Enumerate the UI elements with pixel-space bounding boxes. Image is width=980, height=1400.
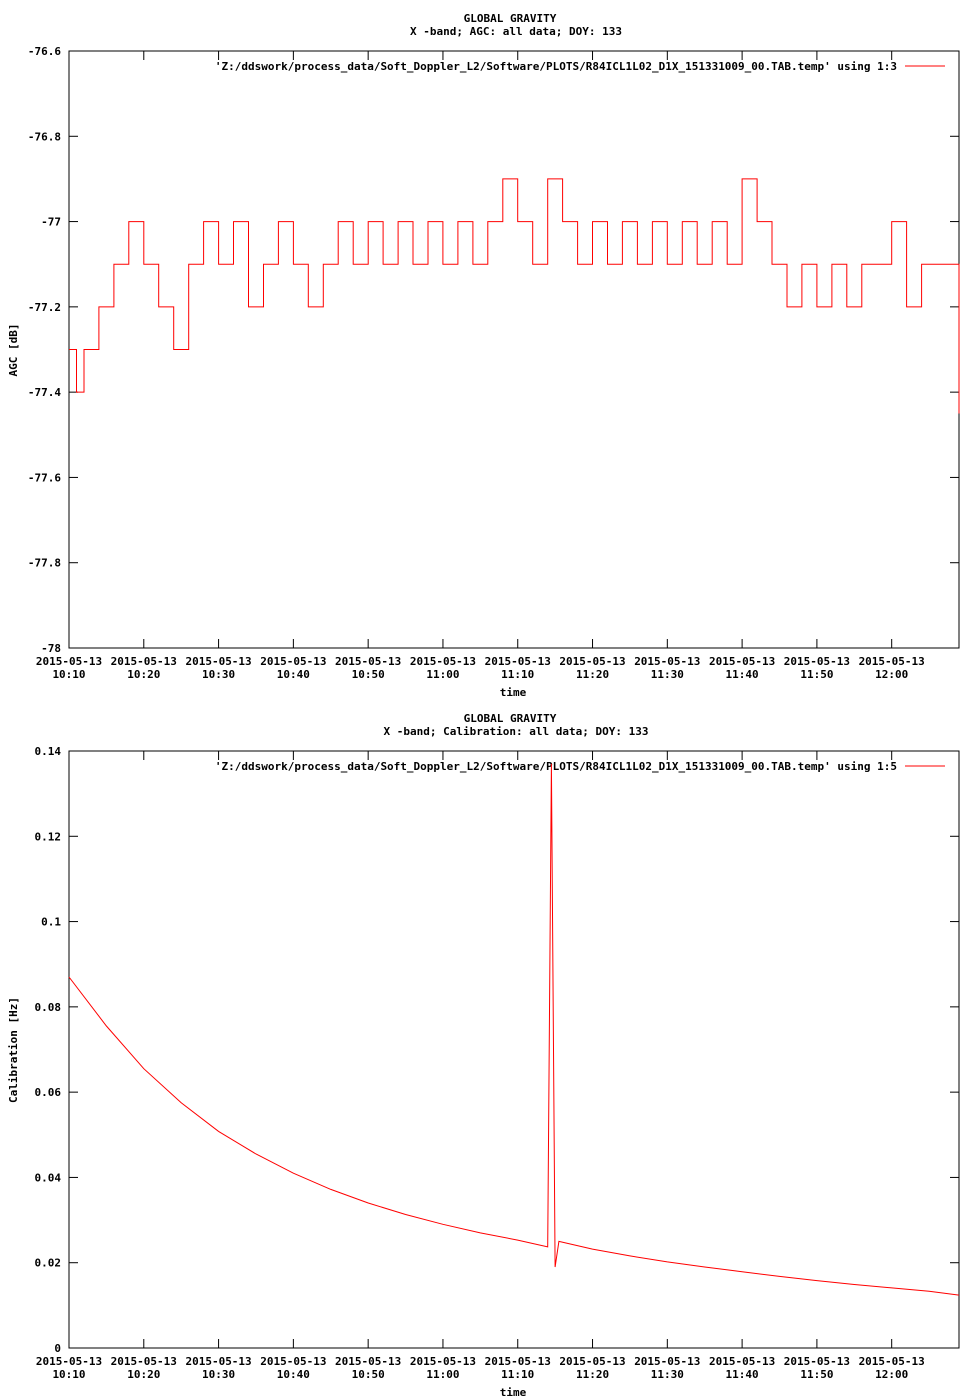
x-tick-label-date: 2015-05-13	[784, 655, 850, 668]
y-tick-label: 0.06	[35, 1086, 62, 1099]
x-tick-label-date: 2015-05-13	[784, 1355, 850, 1368]
x-tick-label-date: 2015-05-13	[485, 1355, 551, 1368]
x-tick-label-date: 2015-05-13	[410, 1355, 476, 1368]
y-tick-label: -77.8	[28, 557, 61, 570]
x-tick-label-date: 2015-05-13	[410, 655, 476, 668]
y-tick-label: -77.4	[28, 386, 61, 399]
x-tick-label-time: 10:40	[277, 668, 310, 681]
agc-chart: GLOBAL GRAVITY X -band; AGC: all data; D…	[7, 12, 960, 699]
chart-title: GLOBAL GRAVITY	[464, 12, 557, 25]
x-tick-label-time: 11:50	[800, 1368, 833, 1381]
x-tick-label-date: 2015-05-13	[335, 1355, 401, 1368]
x-tick-label-date: 2015-05-13	[859, 655, 925, 668]
x-tick-label-date: 2015-05-13	[859, 1355, 925, 1368]
x-tick-label-time: 10:10	[52, 668, 85, 681]
y-tick-label: 0.1	[41, 916, 61, 929]
chart-subtitle: X -band; AGC: all data; DOY: 133	[410, 25, 622, 38]
x-tick-label-time: 11:40	[726, 668, 759, 681]
y-tick-label: -76.8	[28, 130, 61, 143]
chart-title: GLOBAL GRAVITY	[464, 712, 557, 725]
x-axis-label: time	[500, 1386, 527, 1399]
x-tick-label-date: 2015-05-13	[260, 1355, 326, 1368]
x-tick-label-time: 11:20	[576, 668, 609, 681]
x-tick-label-date: 2015-05-13	[111, 655, 177, 668]
x-tick-label-date: 2015-05-13	[634, 655, 700, 668]
x-tick-label-time: 12:00	[875, 668, 908, 681]
y-tick-label: 0.08	[35, 1001, 62, 1014]
y-axis-ticks: -76.6 -76.8 -77 -77.2 -77.4 -77.6 -77.8 -78	[28, 45, 959, 655]
x-tick-label-time: 10:50	[352, 668, 385, 681]
x-tick-label-time: 11:40	[726, 1368, 759, 1381]
x-tick-label-time: 10:20	[127, 668, 160, 681]
y-tick-label: 0	[54, 1342, 61, 1355]
x-tick-label-time: 11:50	[800, 668, 833, 681]
x-tick-label-time: 12:00	[875, 1368, 908, 1381]
x-tick-label-date: 2015-05-13	[485, 655, 551, 668]
x-tick-label-date: 2015-05-13	[185, 655, 251, 668]
y-tick-label: -76.6	[28, 45, 61, 58]
x-tick-label-date: 2015-05-13	[260, 655, 326, 668]
x-tick-label-time: 11:00	[426, 1368, 459, 1381]
x-tick-label-time: 11:10	[501, 1368, 534, 1381]
x-tick-label-date: 2015-05-13	[634, 1355, 700, 1368]
y-tick-label: -77.6	[28, 471, 61, 484]
series-line	[68, 763, 960, 1296]
series-group	[69, 178, 960, 414]
legend-label: 'Z:/ddswork/process_data/Soft_Doppler_L2…	[215, 760, 897, 773]
y-tick-label: 0.14	[35, 745, 62, 758]
calibration-chart: GLOBAL GRAVITY X -band; Calibration: all…	[7, 712, 960, 1399]
x-tick-label-time: 10:40	[277, 1368, 310, 1381]
x-tick-label-date: 2015-05-13	[36, 1355, 102, 1368]
x-tick-label-date: 2015-05-13	[36, 655, 102, 668]
y-axis-ticks: 0.14 0.12 0.1 0.08 0.06 0.04 0.02 0	[35, 745, 959, 1355]
x-tick-label-date: 2015-05-13	[559, 1355, 625, 1368]
y-axis-label: AGC [dB]	[7, 324, 20, 377]
y-axis-label: Calibration [Hz]	[7, 997, 20, 1103]
x-tick-label-date: 2015-05-13	[111, 1355, 177, 1368]
y-tick-label: 0.02	[35, 1257, 62, 1270]
x-tick-label-time: 10:30	[202, 668, 235, 681]
y-tick-label: -78	[41, 642, 61, 655]
x-tick-label-time: 11:30	[651, 668, 684, 681]
x-axis-ticks: 2015-05-1310:102015-05-1310:202015-05-13…	[36, 51, 925, 681]
y-tick-label: 0.04	[35, 1171, 62, 1184]
x-tick-label-time: 10:20	[127, 1368, 160, 1381]
plot-frame	[68, 750, 960, 1349]
y-tick-label: 0.12	[35, 830, 62, 843]
x-tick-label-date: 2015-05-13	[559, 655, 625, 668]
x-tick-label-time: 11:10	[501, 668, 534, 681]
x-tick-label-time: 11:00	[426, 668, 459, 681]
series-group	[68, 763, 960, 1296]
x-axis-label: time	[500, 686, 527, 699]
x-tick-label-date: 2015-05-13	[335, 655, 401, 668]
x-tick-label-time: 10:30	[202, 1368, 235, 1381]
y-tick-label: -77	[41, 216, 61, 229]
x-tick-label-time: 11:30	[651, 1368, 684, 1381]
x-tick-label-date: 2015-05-13	[709, 1355, 775, 1368]
series-line	[69, 178, 960, 414]
x-tick-label-date: 2015-05-13	[709, 655, 775, 668]
x-tick-label-date: 2015-05-13	[185, 1355, 251, 1368]
legend-label: 'Z:/ddswork/process_data/Soft_Doppler_L2…	[215, 60, 897, 73]
x-tick-label-time: 10:50	[352, 1368, 385, 1381]
x-tick-label-time: 10:10	[52, 1368, 85, 1381]
plot-frame	[68, 50, 960, 649]
chart-subtitle: X -band; Calibration: all data; DOY: 133	[384, 725, 649, 738]
y-tick-label: -77.2	[28, 301, 61, 314]
x-axis-ticks: 2015-05-1310:102015-05-1310:202015-05-13…	[36, 751, 925, 1381]
x-tick-label-time: 11:20	[576, 1368, 609, 1381]
